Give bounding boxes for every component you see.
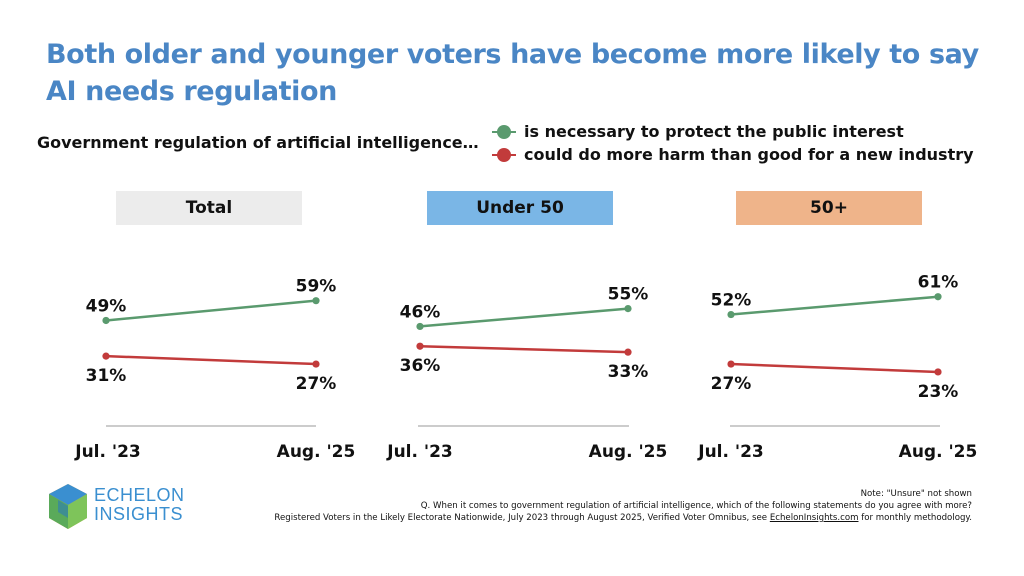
data-label: 31% bbox=[86, 366, 127, 386]
echelon-link[interactable]: EchelonInsights.com bbox=[769, 513, 859, 523]
data-point bbox=[727, 310, 735, 319]
data-point bbox=[416, 342, 424, 350]
footnote-question: Q. When it comes to government regulatio… bbox=[420, 501, 972, 511]
data-label: 55% bbox=[608, 285, 649, 305]
data-label: 46% bbox=[400, 302, 441, 322]
series-line bbox=[419, 307, 629, 328]
legend-label-harm: could do more harm than good for a new i… bbox=[524, 145, 974, 164]
series-line bbox=[730, 295, 939, 316]
x-tick-label: Aug. '25 bbox=[899, 442, 978, 462]
data-label: 23% bbox=[918, 382, 959, 402]
series-line bbox=[105, 354, 317, 366]
legend-item-necessary: is necessary to protect the public inter… bbox=[492, 122, 904, 141]
footnote-methodology-text: Registered Voters in the Likely Electora… bbox=[274, 513, 770, 523]
footnote-methodology: Registered Voters in the Likely Electora… bbox=[212, 512, 972, 524]
x-tick-label: Jul. '23 bbox=[74, 442, 141, 462]
data-point bbox=[727, 360, 735, 368]
echelon-logo-text: ECHELON INSIGHTS bbox=[94, 486, 185, 524]
logo-line-1: ECHELON bbox=[94, 485, 185, 505]
panel-label-under-50: Under 50 bbox=[427, 191, 613, 225]
legend-swatch-red bbox=[492, 147, 516, 162]
data-label: 27% bbox=[296, 374, 337, 394]
data-label: 33% bbox=[608, 362, 649, 382]
data-label: 49% bbox=[86, 296, 127, 316]
footnote-note: Note: "Unsure" not shown bbox=[860, 489, 972, 499]
data-label: 61% bbox=[918, 273, 959, 293]
data-point bbox=[312, 360, 320, 368]
panel-label-50-plus: 50+ bbox=[736, 191, 922, 225]
data-point bbox=[934, 293, 942, 301]
data-point bbox=[102, 316, 110, 325]
data-label: 36% bbox=[400, 356, 441, 376]
legend-item-harm: could do more harm than good for a new i… bbox=[492, 145, 974, 164]
legend-lead: Government regulation of artificial inte… bbox=[37, 133, 479, 152]
data-label: 59% bbox=[296, 277, 337, 297]
footnotes: Note: "Unsure" not shown Q. When it come… bbox=[212, 488, 972, 524]
x-tick-label: Jul. '23 bbox=[386, 442, 453, 462]
series-line bbox=[105, 299, 317, 322]
x-tick-label: Jul. '23 bbox=[697, 442, 764, 462]
data-point bbox=[624, 305, 632, 313]
data-label: 27% bbox=[711, 374, 752, 394]
data-point bbox=[624, 348, 632, 356]
echelon-logo-icon bbox=[49, 484, 87, 529]
data-point bbox=[934, 368, 942, 376]
series-line bbox=[419, 344, 629, 354]
data-point bbox=[312, 297, 320, 305]
data-point bbox=[102, 352, 110, 360]
data-point bbox=[416, 322, 424, 331]
series-line bbox=[730, 362, 939, 374]
x-tick-label: Aug. '25 bbox=[277, 442, 356, 462]
legend-swatch-green bbox=[492, 124, 516, 139]
panel-label-total: Total bbox=[116, 191, 302, 225]
footnote-methodology-suffix: for monthly methodology. bbox=[858, 513, 972, 523]
x-tick-label: Aug. '25 bbox=[589, 442, 668, 462]
legend-label-necessary: is necessary to protect the public inter… bbox=[524, 122, 904, 141]
chart-title: Both older and younger voters have becom… bbox=[46, 39, 979, 107]
data-label: 52% bbox=[711, 291, 752, 311]
logo-line-2: INSIGHTS bbox=[94, 504, 184, 524]
